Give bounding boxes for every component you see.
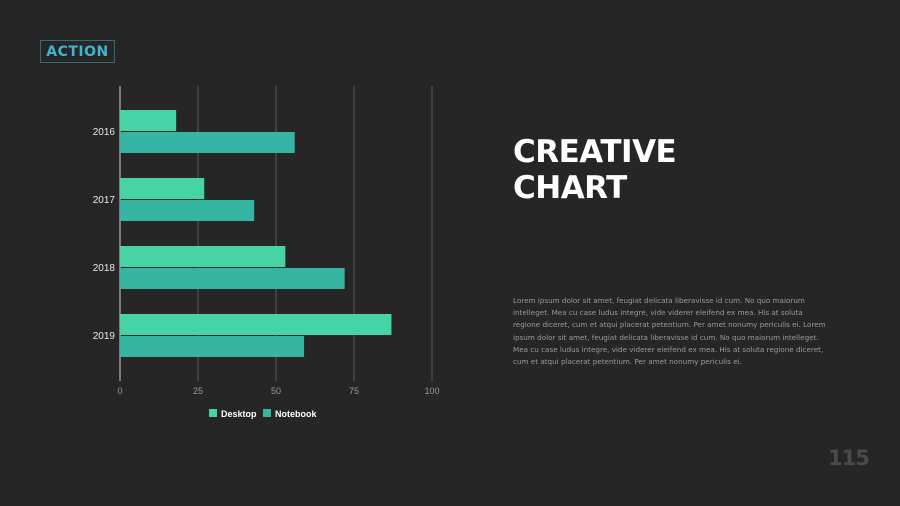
title-line-2: CHART: [513, 170, 627, 206]
logo: ACTION: [40, 40, 115, 63]
legend-swatch-desktop: [209, 409, 217, 417]
x-tick-label-50: 50: [271, 386, 281, 396]
title-line-1: CREATIVE: [513, 134, 677, 170]
category-label-2019: 2019: [93, 331, 116, 342]
category-label-2016: 2016: [93, 127, 116, 138]
bar-notebook-2019: [120, 336, 305, 357]
legend-swatch-notebook: [263, 409, 271, 417]
bar-notebook-2018: [120, 268, 345, 289]
legend-label-notebook: Notebook: [275, 409, 317, 419]
bar-desktop-2018: [120, 246, 286, 267]
x-tick-label-25: 25: [193, 386, 203, 396]
bar-desktop-2017: [120, 178, 205, 199]
bar-chart: 0 25 50 75 100 2016 2017 2018 2019 Desktop Noteboo…: [93, 86, 440, 419]
body-paragraph: Lorem ipsum dolor sit amet, feugiat deli…: [513, 296, 826, 367]
x-tick-label-0: 0: [117, 386, 122, 396]
page-number: 115: [828, 446, 870, 470]
category-label-2017: 2017: [93, 195, 116, 206]
x-tick-label-75: 75: [349, 386, 359, 396]
bar-notebook-2016: [120, 132, 295, 153]
slide-title: CREATIVE CHART: [513, 134, 813, 206]
legend-label-desktop: Desktop: [221, 409, 257, 419]
x-tick-label-100: 100: [424, 386, 439, 396]
logo-text: ACTION: [46, 43, 109, 60]
bar-notebook-2017: [120, 200, 255, 221]
category-label-2018: 2018: [93, 263, 116, 274]
bar-desktop-2016: [120, 110, 177, 131]
bar-desktop-2019: [120, 314, 392, 335]
